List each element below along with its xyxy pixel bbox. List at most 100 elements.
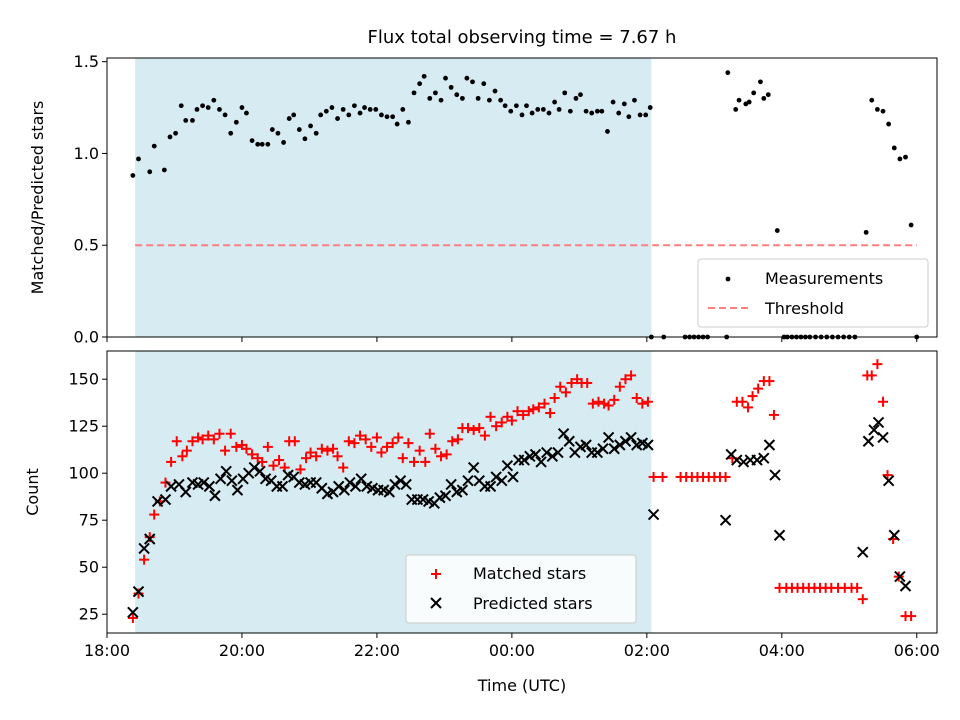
measurement-point bbox=[406, 119, 411, 125]
matched-star-point bbox=[518, 409, 529, 420]
measurement-point bbox=[486, 97, 492, 103]
top-x-tick-marks bbox=[106, 337, 918, 342]
matched-star-point bbox=[393, 432, 404, 443]
measurement-point bbox=[616, 110, 622, 116]
measurement-point bbox=[513, 103, 519, 109]
matched-star-point bbox=[305, 447, 316, 458]
matched-star-point bbox=[133, 588, 144, 599]
matched-star-point bbox=[268, 460, 279, 471]
bottom-y-tick-label: 50 bbox=[79, 558, 99, 577]
predicted-star-point bbox=[591, 446, 604, 459]
matched-star-point bbox=[349, 438, 360, 449]
measurement-point bbox=[524, 103, 529, 109]
matched-star-point bbox=[376, 447, 387, 458]
predicted-star-point bbox=[344, 476, 356, 489]
measurement-point bbox=[897, 156, 903, 162]
matched-star-point bbox=[360, 434, 371, 445]
matched-star-point bbox=[603, 400, 614, 411]
matched-star-point bbox=[231, 441, 242, 452]
predicted-star-point bbox=[507, 471, 519, 483]
matched-star-point bbox=[366, 441, 377, 452]
measurement-point bbox=[610, 99, 616, 105]
predicted-star-point bbox=[894, 570, 906, 583]
matched-star-point bbox=[197, 434, 208, 445]
predicted-star-point bbox=[138, 542, 150, 555]
predicted-star-point bbox=[751, 454, 763, 466]
matched-star-point bbox=[587, 398, 598, 409]
measurement-point bbox=[438, 97, 444, 103]
measurement-point bbox=[599, 108, 605, 114]
measurement-point bbox=[448, 84, 454, 90]
predicted-star-point bbox=[868, 424, 880, 436]
predicted-star-point bbox=[400, 478, 412, 491]
measurement-point bbox=[540, 106, 546, 112]
predicted-star-point bbox=[529, 448, 542, 461]
matched-star-point bbox=[382, 441, 393, 452]
measurement-point bbox=[147, 169, 153, 175]
matched-star-point bbox=[316, 443, 327, 454]
predicted-star-point bbox=[877, 431, 889, 444]
matched-star-point bbox=[247, 449, 258, 460]
measurement-point bbox=[459, 95, 465, 101]
measurement-point bbox=[556, 106, 562, 112]
predicted-star-point bbox=[580, 439, 592, 451]
matched-star-point bbox=[420, 456, 431, 467]
bottom-y-tick-label: 125 bbox=[68, 417, 99, 436]
legend-marker-predicted-stars bbox=[430, 597, 442, 609]
x-tick-label: 04:00 bbox=[759, 641, 805, 660]
bottom-y-axis-label: Count bbox=[23, 468, 42, 516]
predicted-star-point bbox=[518, 454, 530, 466]
measurement-point bbox=[233, 119, 239, 125]
predicted-star-point bbox=[731, 454, 743, 466]
measurement-point bbox=[394, 121, 400, 127]
measurement-point bbox=[373, 106, 379, 112]
measurement-point bbox=[249, 138, 255, 143]
measurement-point bbox=[178, 103, 184, 109]
matched-star-point bbox=[397, 453, 408, 464]
measurement-point bbox=[470, 79, 475, 85]
predicted-star-point bbox=[597, 443, 609, 455]
measurement-point bbox=[567, 108, 573, 114]
measurement-point bbox=[244, 110, 249, 116]
measurement-point bbox=[546, 110, 552, 116]
bottom-legend-box bbox=[405, 554, 637, 624]
matched-stars-points bbox=[127, 359, 917, 623]
predicted-star-point bbox=[394, 475, 407, 487]
matched-star-point bbox=[626, 370, 637, 381]
measurement-point bbox=[205, 105, 211, 110]
matched-star-point bbox=[274, 455, 285, 466]
measurement-point bbox=[151, 143, 157, 149]
measurement-point bbox=[296, 127, 302, 132]
matched-star-point bbox=[328, 443, 339, 454]
measurement-point bbox=[632, 97, 637, 103]
matched-star-point bbox=[637, 398, 648, 409]
measurement-point bbox=[583, 108, 589, 114]
measurement-point bbox=[519, 112, 525, 118]
measurement-point bbox=[605, 129, 610, 134]
measurement-point bbox=[161, 167, 167, 173]
predicted-star-point bbox=[132, 585, 145, 598]
measurement-point bbox=[269, 127, 275, 132]
measurement-point bbox=[211, 97, 217, 103]
top-y-axis-label: Matched/Predicted stars bbox=[28, 101, 47, 295]
measurement-point bbox=[589, 110, 595, 116]
measurement-point bbox=[167, 134, 173, 140]
measurement-point bbox=[863, 229, 869, 235]
predicted-star-point bbox=[159, 493, 172, 506]
legend-plus-glyph bbox=[431, 569, 441, 579]
measurement-point bbox=[222, 112, 228, 118]
matched-star-point bbox=[225, 428, 236, 439]
predicted-star-point bbox=[445, 478, 457, 491]
measurement-point bbox=[562, 90, 568, 96]
measurement-point bbox=[275, 130, 281, 136]
measurement-point bbox=[475, 95, 481, 101]
measurement-point bbox=[869, 97, 875, 103]
matched-star-point bbox=[430, 443, 441, 454]
measurement-point bbox=[765, 92, 771, 98]
measurement-point bbox=[259, 141, 265, 147]
matched-star-point bbox=[496, 417, 507, 428]
matched-star-point bbox=[463, 423, 474, 434]
bottom-x-ticks: 18:00 20:00 22:00 00:00 02:00 04:00 06:00 bbox=[84, 633, 940, 660]
top-axes-frame bbox=[106, 57, 938, 338]
measurement-point bbox=[228, 130, 234, 136]
